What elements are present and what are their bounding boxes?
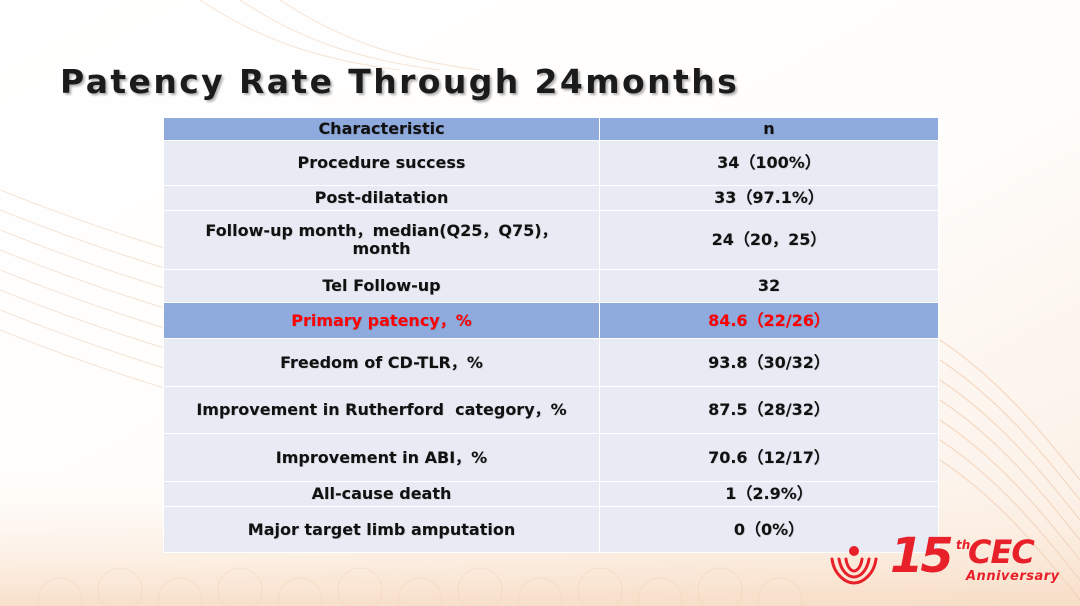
slide-title: Patency Rate Through 24months: [60, 62, 740, 101]
table-row: Improvement in Rutherford category，% 87.…: [163, 386, 939, 434]
row-label: Follow-up month，median(Q25，Q75)， month: [163, 210, 600, 270]
table-row: Procedure success 34（100%）: [163, 140, 939, 186]
row-label: Primary patency，%: [163, 302, 600, 339]
row-label: Post-dilatation: [163, 185, 600, 211]
row-value: 1（2.9%）: [599, 481, 939, 507]
cec-emblem-icon: [830, 546, 878, 585]
table-row: Freedom of CD-TLR，% 93.8（30/32）: [163, 338, 939, 387]
table-row: Improvement in ABI，% 70.6（12/17）: [163, 433, 939, 482]
row-label: All-cause death: [163, 481, 600, 507]
row-value: 24（20，25）: [599, 210, 939, 270]
table-header-row: Characteristic n: [163, 117, 939, 141]
logo-name: CEC: [968, 533, 1035, 571]
table-row: Post-dilatation 33（97.1%）: [163, 185, 939, 211]
row-value: 33（97.1%）: [599, 185, 939, 211]
table-row: Follow-up month，median(Q25，Q75)， month 24…: [163, 210, 939, 270]
row-label-line1: Follow-up month，median(Q25，Q75)，: [205, 221, 558, 240]
row-label-line2: month: [352, 239, 411, 258]
row-value: 87.5（28/32）: [599, 386, 939, 434]
logo-ordinal: th: [956, 538, 971, 552]
patency-table: Characteristic n Procedure success 34（10…: [163, 117, 939, 553]
row-label: Improvement in ABI，%: [163, 433, 600, 482]
row-label: Tel Follow-up: [163, 269, 600, 303]
row-value: 0（0%）: [599, 506, 939, 553]
row-value: 32: [599, 269, 939, 303]
row-label: Procedure success: [163, 140, 600, 186]
logo-number: 15: [890, 528, 954, 584]
row-value: 34（100%）: [599, 140, 939, 186]
row-label: Improvement in Rutherford category，%: [163, 386, 600, 434]
row-value: 84.6（22/26）: [599, 302, 939, 339]
row-label: Freedom of CD-TLR，%: [163, 338, 600, 387]
row-value: 93.8（30/32）: [599, 338, 939, 387]
table-row: All-cause death 1（2.9%）: [163, 481, 939, 507]
header-n: n: [599, 117, 939, 141]
table-row: Tel Follow-up 32: [163, 269, 939, 303]
logo-subtitle: Anniversary: [966, 569, 1060, 584]
row-label: Major target limb amputation: [163, 506, 600, 553]
table-row-highlighted: Primary patency，% 84.6（22/26）: [163, 302, 939, 339]
row-value: 70.6（12/17）: [599, 433, 939, 482]
table-row: Major target limb amputation 0（0%）: [163, 506, 939, 553]
header-characteristic: Characteristic: [163, 117, 600, 141]
